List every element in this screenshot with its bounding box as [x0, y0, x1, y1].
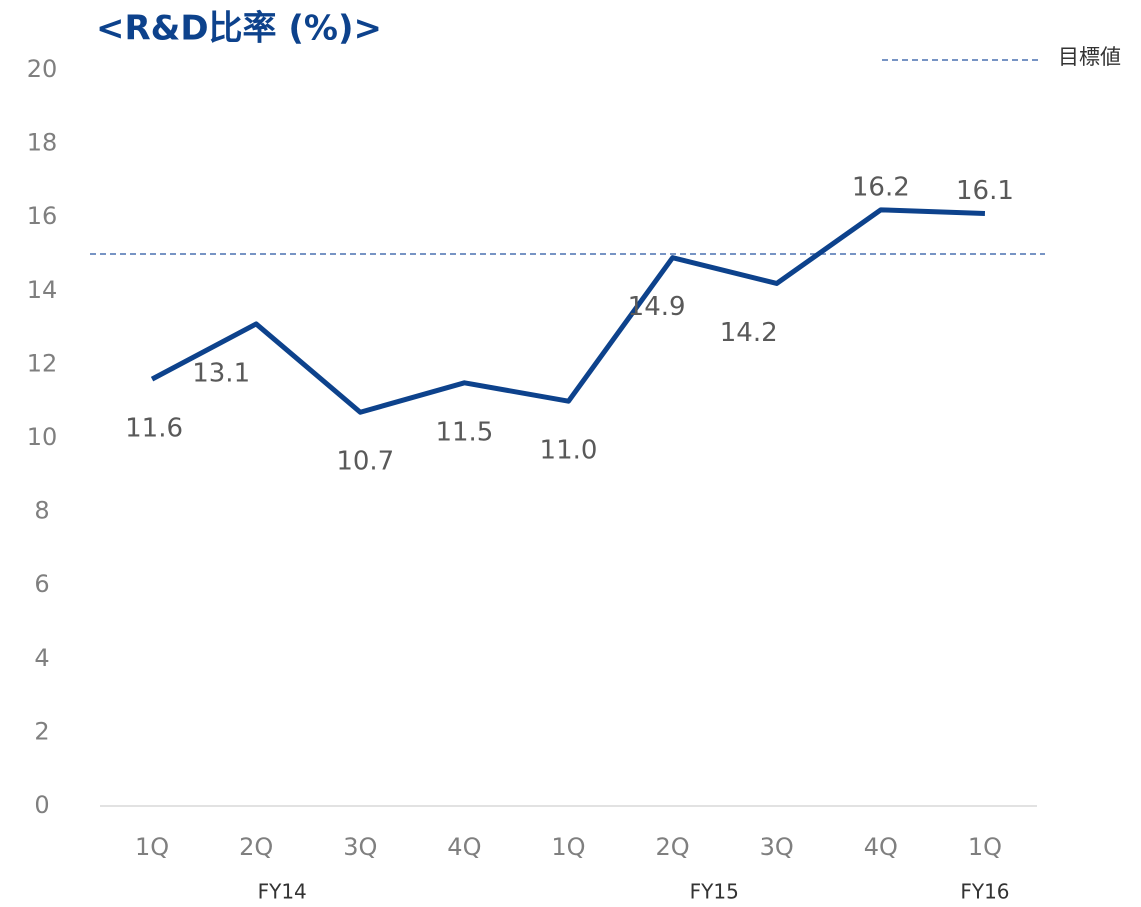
data-label: 11.5 [435, 417, 493, 447]
y-tick-label: 4 [34, 644, 49, 672]
y-tick-label: 10 [27, 423, 58, 451]
x-tick-label: 2Q [239, 833, 273, 861]
x-tick-label: 3Q [343, 833, 377, 861]
y-tick-label: 6 [34, 570, 49, 598]
x-tick-label: 3Q [760, 833, 794, 861]
data-label: 16.2 [852, 172, 910, 202]
data-label: 14.9 [628, 292, 686, 322]
data-label: 14.2 [720, 318, 778, 348]
chart-title: <R&D比率 (%)> [96, 9, 382, 49]
y-tick-label: 20 [27, 55, 58, 83]
y-tick-label: 16 [27, 202, 58, 230]
x-tick-label: 1Q [135, 833, 169, 861]
x-tick-label: 1Q [968, 833, 1002, 861]
x-tick-label: 2Q [656, 833, 690, 861]
y-tick-label: 0 [34, 791, 49, 819]
y-tick-label: 8 [34, 497, 49, 525]
data-label: 10.7 [336, 447, 394, 477]
x-tick-label: 1Q [551, 833, 585, 861]
legend-label: 目標値 [1058, 45, 1121, 69]
data-label: 13.1 [192, 358, 250, 388]
group-label: FY14 [258, 880, 307, 904]
line [150, 207, 986, 415]
data-label: 16.1 [956, 176, 1014, 206]
x-tick-label: 4Q [447, 833, 481, 861]
data-label: 11.6 [125, 414, 183, 444]
y-tick-label: 18 [27, 129, 58, 157]
y-tick-label: 2 [34, 717, 49, 745]
y-tick-label: 14 [27, 276, 58, 304]
x-tick-label: 4Q [864, 833, 898, 861]
data-label: 11.0 [540, 436, 598, 466]
group-label: FY15 [690, 880, 739, 904]
group-label: FY16 [960, 880, 1009, 904]
y-tick-label: 12 [27, 349, 58, 377]
